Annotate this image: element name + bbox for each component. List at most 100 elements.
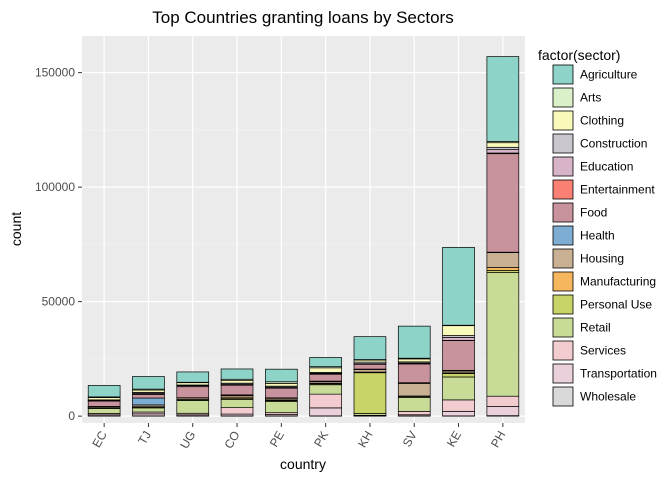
bar-segment-services [220,407,254,415]
x-tick-label: TJ [135,429,154,448]
bar-segment-food [265,387,298,399]
bar-segment-agriculture [132,376,165,390]
x-tick-label: PE [267,429,287,450]
bar-segment-clothing [442,325,475,336]
bar-segment-food [176,386,210,399]
bar-segment-retail [442,376,475,401]
legend-label: Food [580,206,607,220]
bar-segment-clothing [265,383,298,387]
bar-segment-services [486,395,520,407]
bar-segment-retail [176,400,210,414]
legend-label: Clothing [580,114,624,128]
bar-segment-food [442,340,475,371]
bar-segment-agriculture [309,357,342,368]
bar-segment-housing [486,252,520,268]
bar-segment-agriculture [397,325,431,359]
y-tick-label: 100000 [35,180,75,194]
legend-key-manufacturing [552,271,574,292]
bar-segment-food [220,384,254,396]
bar-segment-food [353,363,387,370]
bar-segment-transportation [442,410,475,417]
bar-segment-services [309,393,342,409]
x-tick-label: SV [400,429,420,450]
bar-segment-housing [397,383,431,397]
bar-segment-agriculture [220,368,254,380]
legend-key-services [552,340,574,361]
bar-segment-agriculture [353,336,387,360]
bar-segment-food [309,373,342,382]
bar-segment-personal-use [442,373,475,378]
bar-segment-food [132,394,165,399]
bar-segment-clothing [397,358,431,363]
bar-segment-clothing [220,380,254,384]
legend-label: Wholesale [580,390,636,404]
y-tick-label: 50000 [42,295,76,309]
bar-segment-clothing [309,367,342,373]
bar-segment-food [486,153,520,253]
y-axis-title: count [8,212,24,246]
x-tick-label: PK [311,429,331,450]
legend-label: Entertainment [580,183,655,197]
bar-segment-retail [486,272,520,397]
bar-segment-health [132,397,165,406]
bar-segment-retail [265,401,298,414]
legend-label: Personal Use [580,298,652,312]
bar-segment-food [87,400,121,407]
x-tick-label: KE [444,429,464,450]
bar-segment-personal-use [353,372,387,414]
x-tick-label: UG [177,429,198,452]
bar-segment-retail [132,407,165,413]
bar-segment-clothing [486,142,520,148]
legend-key-retail [552,317,574,338]
x-tick-label: KH [355,429,375,450]
legend-key-arts [552,87,574,108]
bar-segment-transportation [486,406,520,417]
chart-title: Top Countries granting loans by Sectors [152,8,453,27]
legend-key-food [552,202,574,223]
legend: factor(sector) Agriculture Arts Clothing Co… [538,47,657,407]
bar-segment-agriculture [486,56,520,142]
bars [87,56,520,417]
bar-segment-services [442,399,475,412]
bar-segment-transportation [309,407,342,417]
bar-segment-education [486,149,520,154]
legend-label: Education [580,160,633,174]
x-axis: EC TJ UG CO PE PK KH SV KE PH [89,423,508,451]
legend-label: Agriculture [580,68,638,82]
bar-segment-retail [309,384,342,395]
y-tick-label: 0 [68,409,75,423]
legend-key-personal-use [552,294,574,315]
legend-label: Transportation [580,367,657,381]
bar-segment-retail [220,399,254,409]
bar-segment-education [442,337,475,341]
legend-label: Housing [580,252,624,266]
bar-segment-agriculture [442,247,475,326]
legend-key-clothing [552,110,574,131]
x-axis-title: country [280,456,326,472]
bar-segment-retail [397,397,431,412]
bar-segment-services [397,410,431,416]
bar-segment-retail [87,408,121,414]
legend-key-construction [552,133,574,154]
legend-label: Health [580,229,615,243]
legend-label: Arts [580,91,601,105]
legend-label: Retail [580,321,611,335]
legend-label: Manufacturing [580,275,656,289]
legend-title: factor(sector) [538,47,620,63]
legend-key-wholesale [552,386,574,407]
bar-segment-agriculture [87,385,121,398]
bar-segment-food [397,363,431,384]
legend-key-health [552,225,574,246]
legend-label: Services [580,344,626,358]
bar-segment-agriculture [265,368,298,383]
bar-segment-agriculture [176,371,210,383]
legend-key-transportation [552,363,574,384]
legend-key-education [552,156,574,177]
legend-label: Construction [580,137,647,151]
bar-segment-housing [353,369,387,373]
y-axis: 0 50000 100000 150000 [35,66,82,423]
y-tick-label: 150000 [35,66,75,80]
x-tick-label: PH [488,429,508,450]
bar-segment-manufacturing [486,267,520,271]
